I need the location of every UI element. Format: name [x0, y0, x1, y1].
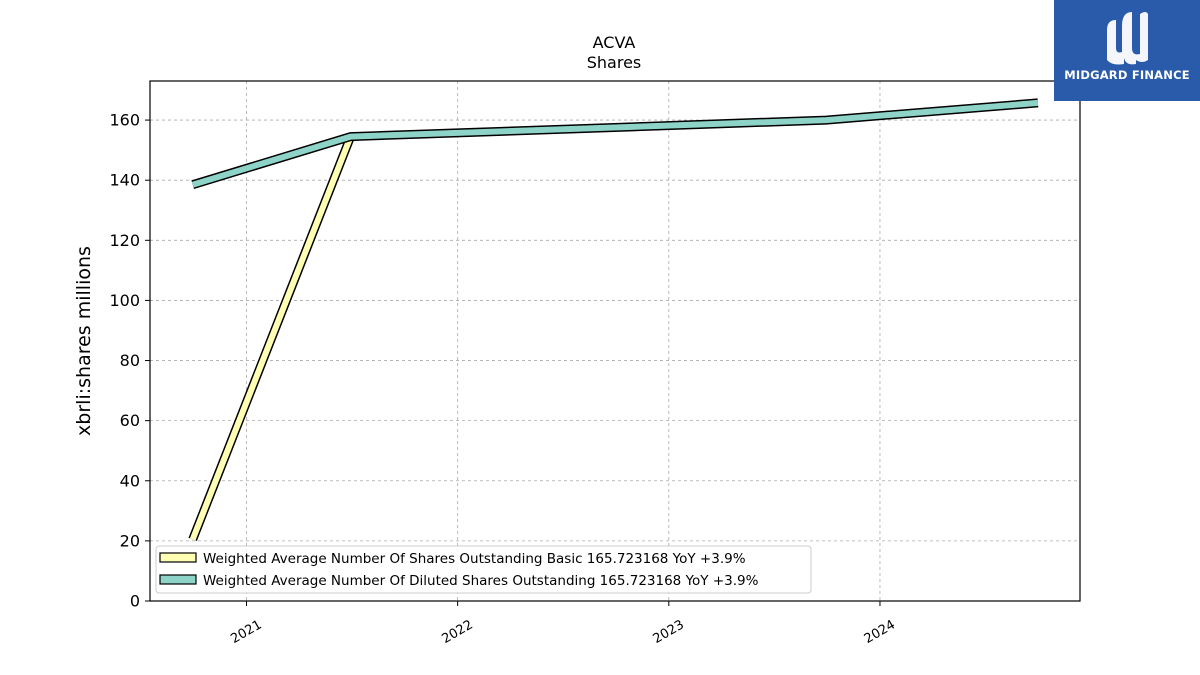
y-tick-label: 60 [120, 411, 140, 430]
legend-swatch-basic [159, 552, 197, 563]
midgard-finance-logo: MIDGARD FINANCE [1054, 0, 1200, 101]
series-diluted-line [191, 99, 1039, 188]
x-tick-label: 2021 [228, 617, 264, 647]
x-tick-label: 2023 [651, 617, 687, 647]
series-basic-line [189, 135, 354, 541]
series-lines [188, 98, 1039, 542]
x-tick-label: 2022 [439, 617, 475, 647]
y-tick-label: 120 [109, 231, 140, 250]
y-tick-label: 160 [109, 111, 140, 130]
y-tick-label: 0 [130, 592, 140, 611]
y-tick-label: 80 [120, 351, 140, 370]
plot-frame [149, 80, 1081, 602]
logo-mark-icon [1107, 12, 1148, 65]
legend-label-basic: Weighted Average Number Of Shares Outsta… [203, 551, 746, 567]
y-tick-label: 20 [120, 531, 140, 550]
legend-box [155, 545, 812, 594]
legend-swatch-diluted [159, 574, 197, 585]
y-tick-label: 40 [120, 471, 140, 490]
chart-subtitle: Shares [587, 53, 642, 72]
y-axis-label: xbrli:shares millions [73, 246, 95, 436]
chart-title: ACVA [593, 33, 636, 52]
y-tick-label: 100 [109, 291, 140, 310]
y-tick-label: 140 [109, 171, 140, 190]
x-tick-label: 2024 [862, 617, 898, 647]
legend: Weighted Average Number Of Shares Outsta… [155, 545, 812, 594]
legend-label-diluted: Weighted Average Number Of Diluted Share… [203, 573, 759, 589]
logo-text: MIDGARD FINANCE [1064, 68, 1190, 82]
grid [150, 81, 1080, 602]
